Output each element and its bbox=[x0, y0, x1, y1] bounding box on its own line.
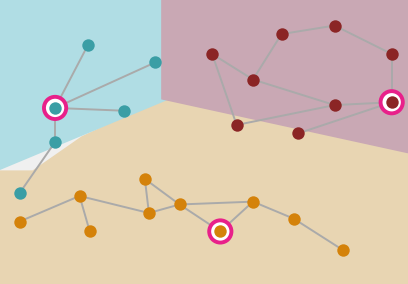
Point bbox=[388, 100, 395, 105]
Point bbox=[388, 100, 395, 105]
Polygon shape bbox=[0, 71, 408, 284]
Point bbox=[388, 52, 395, 56]
Point bbox=[331, 103, 338, 107]
Point bbox=[233, 123, 240, 127]
Point bbox=[52, 106, 58, 110]
Point bbox=[339, 248, 346, 252]
Point bbox=[52, 140, 58, 144]
Point bbox=[331, 23, 338, 28]
Point bbox=[217, 229, 224, 234]
Polygon shape bbox=[0, 0, 237, 170]
Point bbox=[250, 199, 256, 204]
Point bbox=[52, 106, 58, 110]
Point bbox=[295, 131, 301, 136]
Point bbox=[146, 211, 152, 215]
Point bbox=[209, 52, 215, 56]
Point bbox=[217, 229, 224, 234]
Point bbox=[152, 60, 158, 65]
Point bbox=[278, 32, 285, 36]
Point bbox=[217, 229, 224, 234]
Point bbox=[86, 229, 93, 234]
Point bbox=[16, 219, 23, 224]
Point bbox=[388, 100, 395, 105]
Point bbox=[217, 229, 224, 234]
Point bbox=[290, 216, 297, 221]
Point bbox=[76, 194, 83, 198]
Point bbox=[142, 177, 148, 181]
Point bbox=[176, 202, 183, 207]
Point bbox=[52, 106, 58, 110]
Point bbox=[52, 106, 58, 110]
Point bbox=[250, 77, 256, 82]
Point bbox=[121, 108, 128, 113]
Point bbox=[388, 100, 395, 105]
Point bbox=[16, 191, 23, 195]
Point bbox=[84, 43, 91, 48]
Polygon shape bbox=[161, 0, 408, 153]
